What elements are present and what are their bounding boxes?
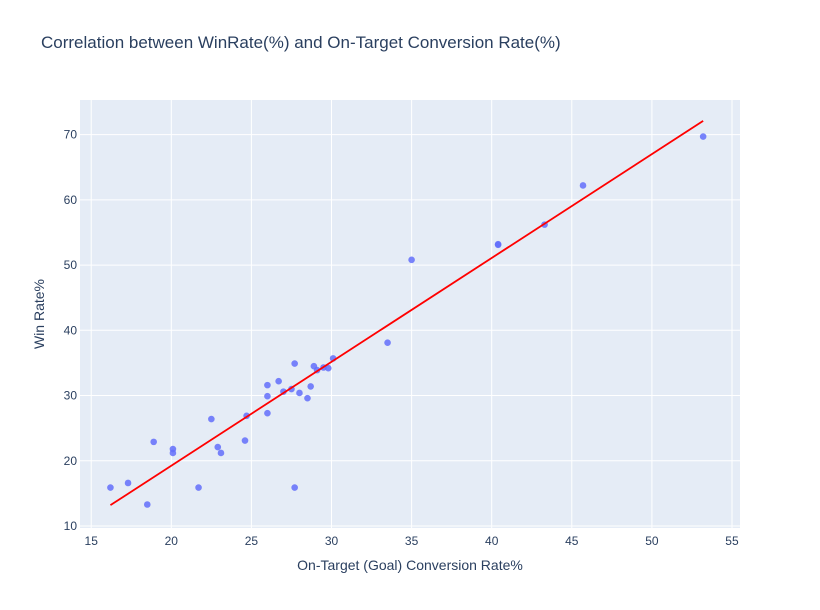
y-tick-labels: 10 20 30 40 50 60 70	[64, 128, 78, 533]
data-point[interactable]	[214, 443, 222, 451]
x-tick-label: 25	[245, 534, 259, 548]
data-point[interactable]	[264, 392, 271, 400]
x-tick-label: 30	[325, 534, 339, 548]
data-point[interactable]	[217, 449, 225, 457]
x-tick-label: 20	[165, 534, 179, 548]
x-tick-labels: 15 20 25 30 35 40 45 50 55	[85, 534, 739, 548]
data-point[interactable]	[264, 381, 271, 389]
data-point[interactable]	[208, 415, 215, 423]
x-tick-label: 45	[565, 534, 579, 548]
data-point[interactable]	[264, 409, 271, 417]
data-point[interactable]	[579, 182, 587, 189]
chart-title: Correlation between WinRate(%) and On-Ta…	[41, 33, 561, 52]
x-tick-label: 55	[725, 534, 739, 548]
data-point[interactable]	[291, 484, 298, 491]
x-tick-label: 15	[85, 534, 99, 548]
y-tick-label: 60	[64, 193, 78, 207]
data-point[interactable]	[275, 377, 282, 385]
y-tick-label: 70	[64, 128, 78, 142]
data-point[interactable]	[143, 501, 151, 508]
y-tick-label: 30	[64, 389, 78, 403]
data-point[interactable]	[150, 438, 157, 446]
y-tick-label: 40	[64, 323, 78, 337]
data-point[interactable]	[296, 389, 303, 397]
data-point[interactable]	[107, 484, 114, 491]
data-point[interactable]	[195, 484, 202, 491]
data-point[interactable]	[241, 437, 249, 444]
y-tick-label: 20	[64, 454, 78, 468]
data-point[interactable]	[384, 339, 391, 347]
x-axis-title: On-Target (Goal) Conversion Rate%	[297, 557, 523, 573]
trend-line-group	[109, 120, 704, 506]
data-point[interactable]	[325, 364, 332, 372]
x-tick-label: 35	[405, 534, 419, 548]
y-tick-label: 50	[64, 258, 78, 272]
x-tick-label: 50	[645, 534, 659, 548]
y-tick-label: 10	[64, 519, 78, 533]
plot-background	[80, 100, 740, 528]
y-axis-title: Win Rate%	[31, 279, 47, 349]
data-point[interactable]	[169, 449, 177, 457]
data-point[interactable]	[291, 360, 298, 367]
gridlines	[80, 100, 740, 528]
data-point[interactable]	[699, 133, 707, 140]
data-point[interactable]	[307, 383, 314, 390]
x-tick-label: 40	[485, 534, 499, 548]
data-point[interactable]	[494, 241, 502, 249]
trend-line[interactable]	[109, 120, 704, 506]
data-point[interactable]	[124, 479, 132, 487]
data-point[interactable]	[304, 394, 311, 402]
data-point[interactable]	[408, 256, 415, 264]
